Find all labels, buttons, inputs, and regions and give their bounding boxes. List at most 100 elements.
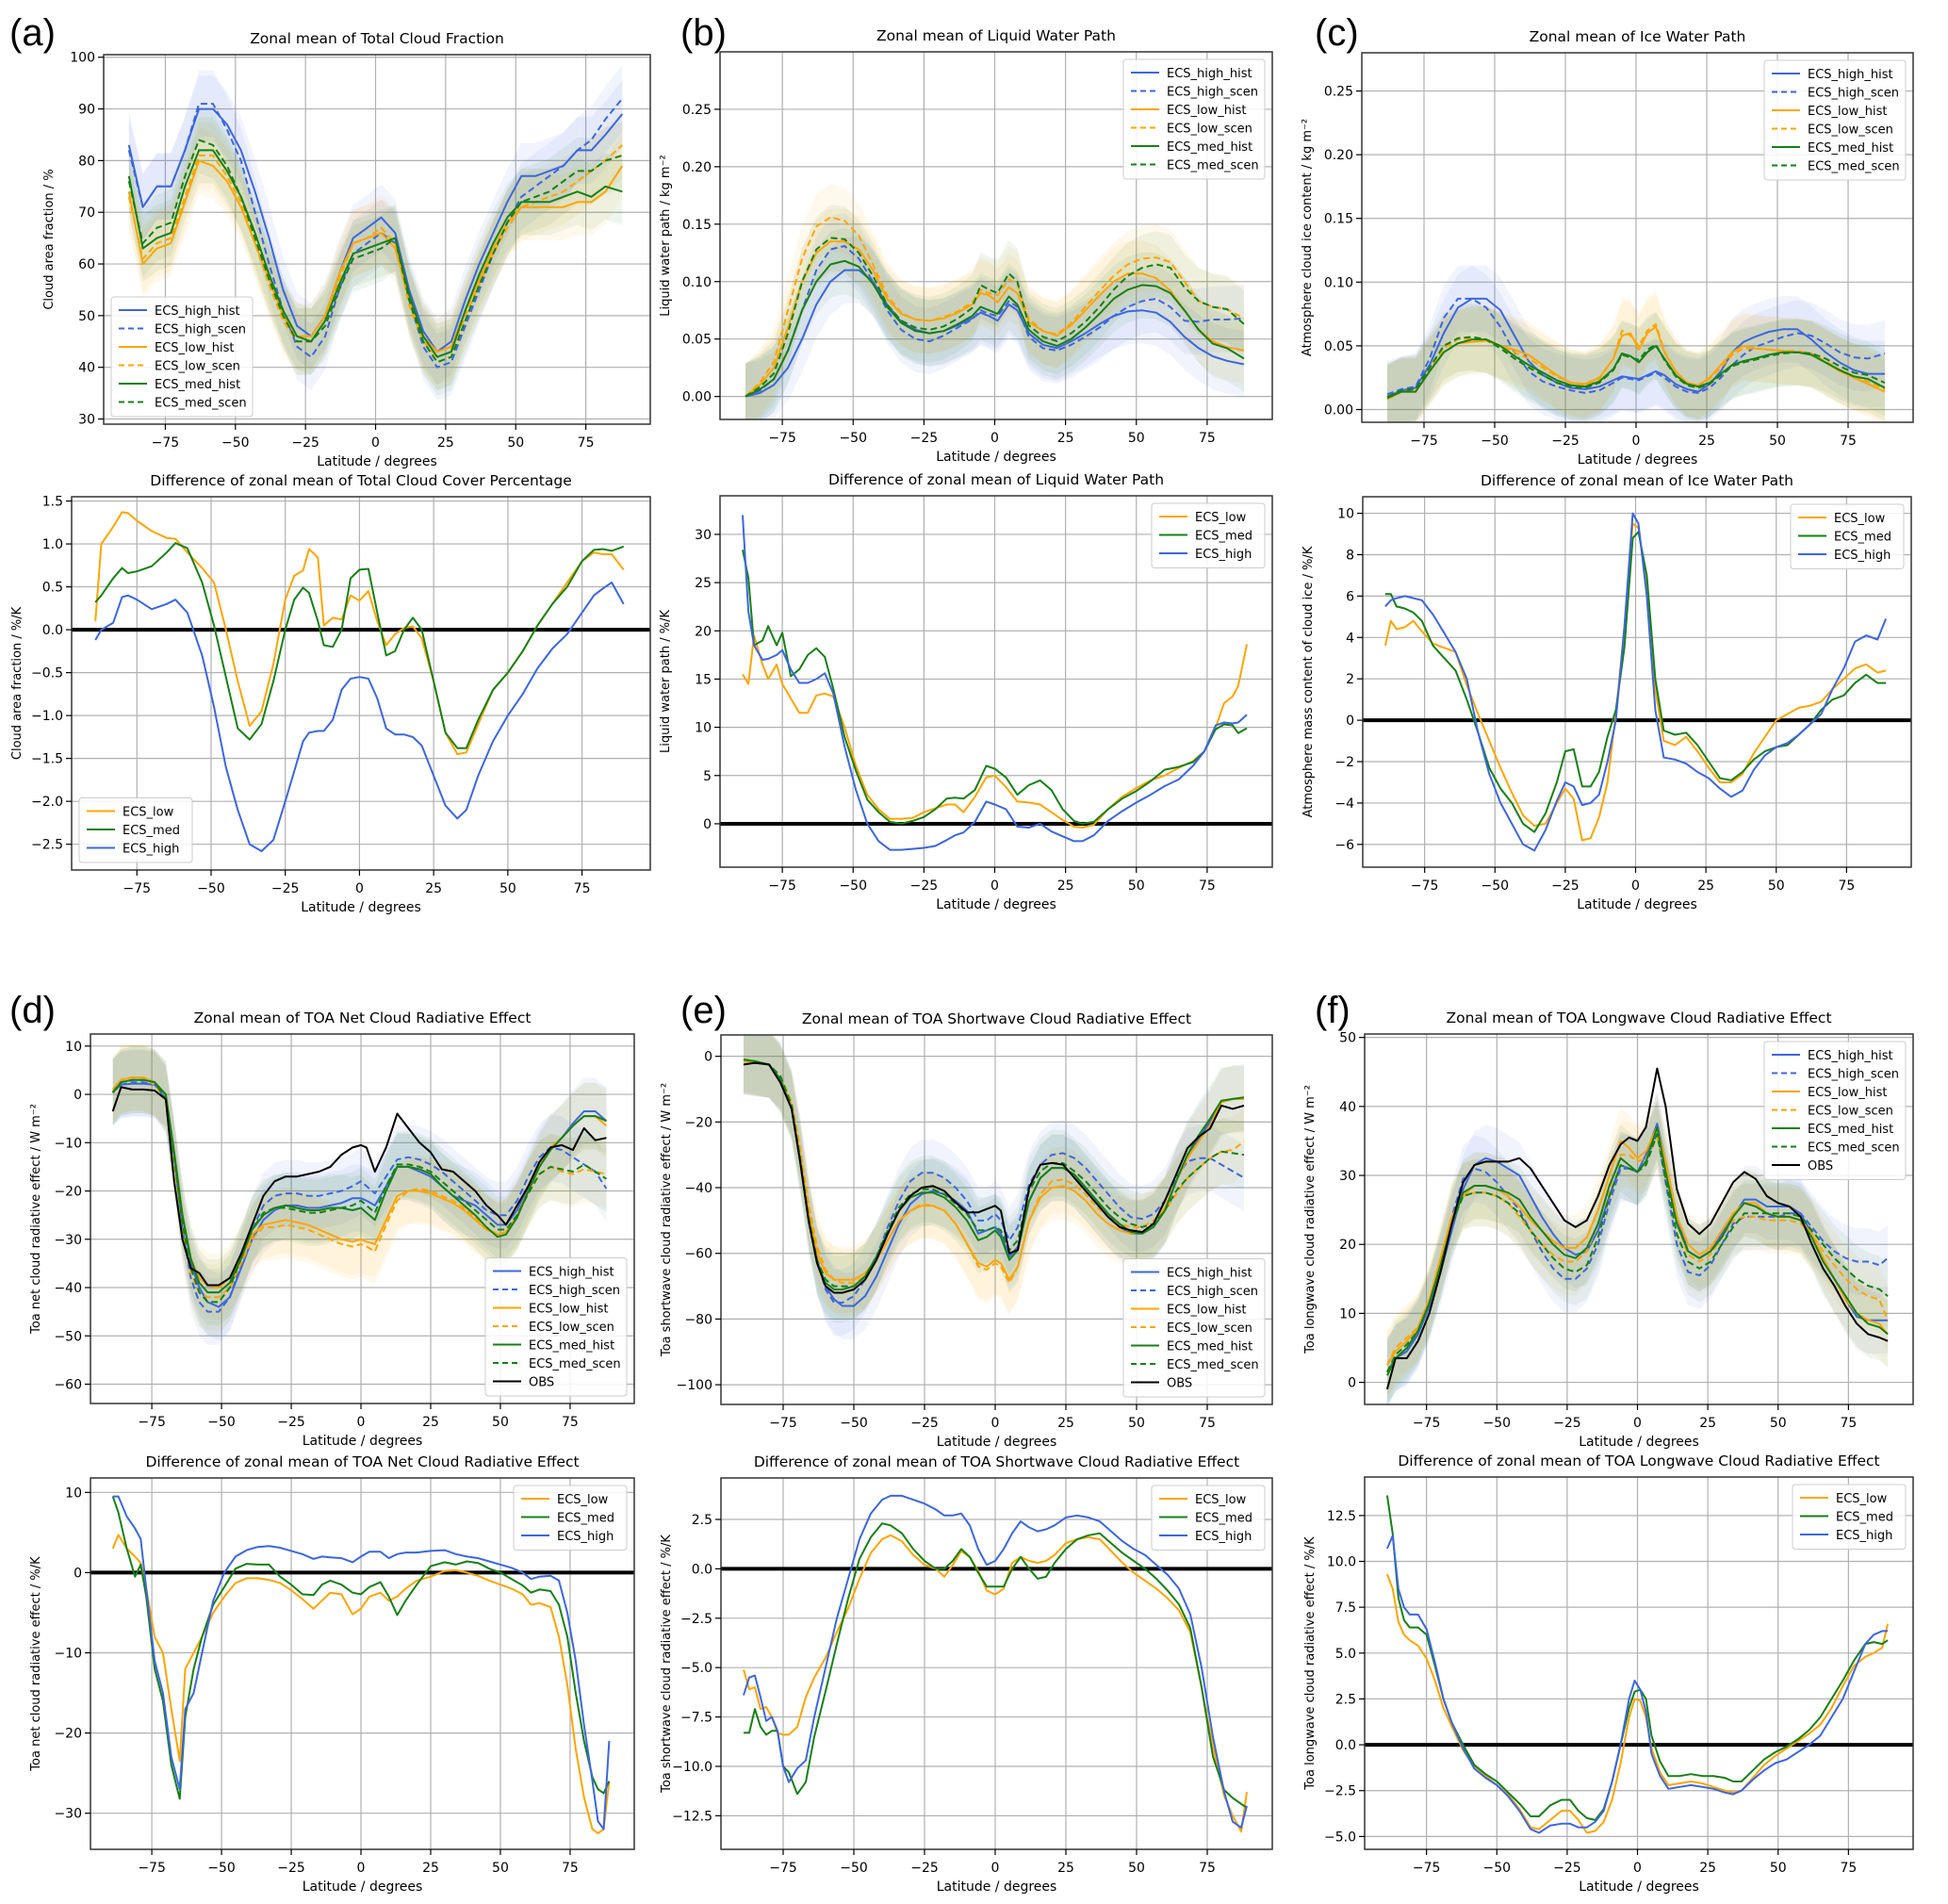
x-axis: −75 −50 −25 0 25 50 75 <box>1410 422 1857 449</box>
y-tick-label: 40 <box>78 361 95 376</box>
y-tick-label: 30 <box>695 528 712 543</box>
chart-c-bottom: −75 −50 −25 0 25 50 75 −6 −4 −2 0 2 4 6 8 10 Difference … <box>1301 472 1912 912</box>
y-axis-label: Toa longwave cloud radiative effect / W … <box>1303 1085 1318 1354</box>
y-tick-label: −0.5 <box>31 666 63 681</box>
legend-entry-ecs-low: ECS_low <box>1195 1493 1247 1507</box>
legend-entry-ecs-med-hist: ECS_med_hist <box>1167 140 1252 155</box>
legend: ECS_high_hist ECS_high_scen ECS_low_hist EC… <box>110 296 254 418</box>
legend-entry-ecs-med: ECS_med <box>1195 1512 1252 1526</box>
chart-title: Zonal mean of Ice Water Path <box>1530 28 1746 45</box>
series-line-ecs-med-scen <box>1386 1133 1889 1373</box>
y-axis-label: Toa longwave cloud radiative effect / %/… <box>1303 1536 1318 1791</box>
x-tick-label: −25 <box>910 878 939 894</box>
x-tick-label: 75 <box>562 1415 579 1430</box>
panel-label-c: (c) <box>1315 12 1359 54</box>
legend-entry-ecs-low-hist: ECS_low_hist <box>1167 104 1246 118</box>
legend-box <box>1122 58 1266 180</box>
spread-band-ecs-low-scen <box>745 184 1244 419</box>
y-tick-label: −20 <box>684 1115 712 1130</box>
x-tick-label: 50 <box>507 435 524 451</box>
spread-band-ecs-med-scen <box>1386 1100 1889 1404</box>
x-tick-label: 75 <box>1199 878 1216 894</box>
y-tick-label: −30 <box>54 1807 82 1822</box>
x-tick-label: 0 <box>990 878 999 894</box>
series-line-ecs-med-hist <box>745 259 1245 398</box>
y-tick-label: −100 <box>677 1378 712 1393</box>
x-tick-label: 25 <box>422 1415 439 1430</box>
spread-band-ecs-low-hist <box>112 1043 607 1321</box>
y-tick-label: 20 <box>695 624 712 639</box>
y-axis: −60 −50 −40 −30 −20 −10 0 10 <box>54 1040 90 1393</box>
legend-entry-ecs-low-scen: ECS_low_scen <box>1808 123 1893 138</box>
legend-box <box>484 1257 628 1397</box>
legend: ECS_high_hist ECS_high_scen ECS_low_hist EC… <box>1122 1258 1266 1398</box>
y-axis-label: Toa shortwave cloud radiative effect / W… <box>660 1083 674 1357</box>
y-tick-label: −10 <box>54 1647 82 1662</box>
y-tick-label: 0.10 <box>682 275 712 290</box>
axes-frame <box>720 1477 1273 1850</box>
y-tick-label: −20 <box>54 1727 82 1742</box>
x-tick-label: −75 <box>138 1861 166 1876</box>
y-tick-label: 12.5 <box>1327 1509 1356 1524</box>
x-axis-label: Latitude / degrees <box>936 897 1056 912</box>
plot-area <box>745 184 1245 419</box>
y-tick-label: 0 <box>74 1088 82 1103</box>
x-tick-label: 0 <box>1633 1861 1642 1876</box>
x-axis: −75 −50 −25 0 25 50 75 <box>1413 1404 1857 1431</box>
y-tick-label: −20 <box>54 1185 82 1200</box>
x-tick-label: −50 <box>197 881 225 896</box>
legend-entry-ecs-low-hist: ECS_low_hist <box>1808 1086 1887 1100</box>
x-tick-label: 25 <box>1699 1861 1716 1876</box>
y-tick-label: −10 <box>54 1136 82 1151</box>
y-axis: −30 −20 −10 0 10 <box>54 1485 90 1822</box>
legend-entry-ecs-med-hist: ECS_med_hist <box>1808 1123 1893 1137</box>
axes-frame <box>90 1033 635 1404</box>
legend-entry-ecs-med-hist: ECS_med_hist <box>1167 1340 1252 1354</box>
x-tick-label: 75 <box>1840 1416 1857 1431</box>
y-axis-label: Atmosphere cloud ice content / kg m⁻² <box>1301 119 1315 356</box>
y-tick-label: 25 <box>695 576 712 591</box>
plot-area <box>111 1043 608 1345</box>
x-axis: −75 −50 −25 0 25 50 75 <box>138 1403 579 1430</box>
x-tick-label: 50 <box>1770 1861 1787 1876</box>
series-line-ecs-med-scen <box>127 139 623 364</box>
spread-band-ecs-high-hist <box>745 237 1244 419</box>
x-tick-label: −25 <box>271 881 300 896</box>
y-tick-label: 30 <box>78 413 95 428</box>
x-axis: −75 −50 −25 0 25 50 75 <box>1411 867 1855 894</box>
legend-entry-ecs-high-hist: ECS_high_hist <box>1808 1049 1893 1063</box>
x-axis-label: Latitude / degrees <box>1579 1435 1699 1450</box>
legend-entry-ecs-med-hist: ECS_med_hist <box>155 378 240 392</box>
legend-entry-ecs-low: ECS_low <box>557 1493 609 1507</box>
chart-b-top: −75 −50 −25 0 25 50 75 0.00 0.05 0.10 0.15 0.20 0.25… <box>659 27 1273 465</box>
legend-entry-ecs-low-hist: ECS_low_hist <box>529 1303 608 1317</box>
spread-band-ecs-med-scen <box>744 1035 1244 1320</box>
legend-box <box>1151 502 1266 568</box>
y-tick-label: 50 <box>1339 1031 1356 1046</box>
legend-entry-ecs-high: ECS_high <box>123 843 179 857</box>
y-tick-label: −6 <box>1334 838 1354 853</box>
y-axis: −5.0 −2.5 0.0 2.5 5.0 7.5 10.0 12.5 <box>1324 1509 1365 1845</box>
x-axis-label: Latitude / degrees <box>937 1879 1057 1895</box>
x-axis-label: Latitude / degrees <box>937 1435 1057 1450</box>
series-line-ecs-low <box>742 634 1248 829</box>
series-line-ecs-med-hist <box>127 149 623 358</box>
x-tick-label: 75 <box>562 1861 579 1876</box>
spread-band-ecs-low-hist <box>1387 293 1885 422</box>
legend-entry-ecs-high: ECS_high <box>1195 1530 1252 1544</box>
y-axis: 30 40 50 60 70 80 90 100 <box>70 51 104 428</box>
y-tick-label: 0.20 <box>1324 148 1353 163</box>
y-tick-label: −2.5 <box>1324 1784 1356 1799</box>
spread-band-ecs-high-hist <box>1386 1090 1889 1404</box>
legend-box <box>1151 1485 1266 1551</box>
legend-entry-ecs-high-scen: ECS_high_scen <box>1167 1285 1258 1299</box>
y-tick-label: 0.05 <box>682 333 712 348</box>
chart-title: Zonal mean of TOA Shortwave Cloud Radiat… <box>802 1010 1191 1027</box>
spread-band-ecs-low-scen <box>1387 290 1885 422</box>
y-tick-label: 10 <box>65 1040 82 1055</box>
x-tick-label: −50 <box>207 1415 236 1430</box>
x-tick-label: 50 <box>492 1415 509 1430</box>
x-tick-label: 25 <box>1697 878 1714 894</box>
series-line-ecs-high-scen <box>1386 297 1886 396</box>
chart-e-top: −75 −50 −25 0 25 50 75 −100 −80 −60 −40 −20 0 Zonal m… <box>660 1010 1273 1450</box>
